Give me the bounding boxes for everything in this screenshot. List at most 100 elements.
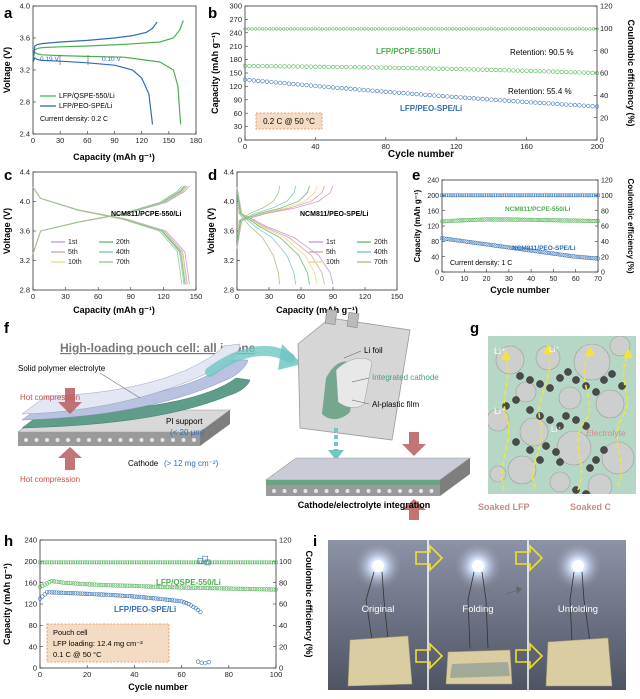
capacity-marker-qspe xyxy=(172,585,177,590)
lfp-particle xyxy=(489,465,507,483)
capacity-marker-pcpe xyxy=(498,68,503,73)
ce-marker xyxy=(462,193,467,198)
ion-arrow-icon-1 xyxy=(501,350,511,360)
leader-li-foil xyxy=(343,350,362,359)
capacity-marker-peo xyxy=(586,103,591,109)
panel-a-legend-1: LFP/QSPE-550/Li xyxy=(59,93,115,100)
cathode-particle xyxy=(160,438,165,442)
cathode-particle xyxy=(192,438,196,442)
xtick-label: 30 xyxy=(505,276,513,283)
ce-marker-pcpe xyxy=(426,27,430,31)
ce-marker xyxy=(491,193,496,198)
capacity-marker-qspe xyxy=(73,581,78,586)
capacity-marker-pcpe xyxy=(401,65,406,71)
capacity-marker-pcpe xyxy=(555,218,560,223)
ce-marker-pcpe xyxy=(444,27,448,31)
capacity-marker-qspe xyxy=(205,585,210,591)
ce-marker-pcpe xyxy=(591,27,596,31)
capacity-marker-qspe xyxy=(252,587,257,592)
ce-marker-pcpe xyxy=(496,27,501,31)
ce-marker xyxy=(186,560,191,565)
panel-c-frame xyxy=(32,171,197,291)
legend-label-20th: 20th xyxy=(116,239,130,246)
panel-b-series-2: LFP/PEO-SPE/Li xyxy=(400,104,462,113)
ce-marker xyxy=(73,560,78,565)
ce-marker xyxy=(484,193,489,198)
ce-marker xyxy=(172,560,177,565)
ytick-label: 2.8 xyxy=(20,98,30,107)
ce-marker-pcpe xyxy=(268,27,272,31)
ce-marker-pcpe xyxy=(475,27,479,31)
capacity-marker-peo xyxy=(111,593,116,598)
panel-a-label: a xyxy=(4,5,13,22)
charge-curve-10th xyxy=(32,185,187,255)
capacity-marker-peo xyxy=(174,598,179,603)
capacity-marker-qspe xyxy=(273,587,279,592)
ce-marker xyxy=(61,560,66,565)
ce-marker-pcpe xyxy=(514,27,518,31)
panel-h-box-line-2: LFP loading: 12.4 mg cm⁻² xyxy=(53,639,143,648)
ce-marker-pcpe xyxy=(349,27,353,31)
ce-marker-pcpe xyxy=(507,27,511,31)
ce-marker-pcpe xyxy=(341,27,346,31)
ion-path-4 xyxy=(616,353,629,487)
capacity-marker-pcpe xyxy=(396,65,402,70)
capacity-marker-pcpe xyxy=(366,65,371,70)
capacity-marker-peo xyxy=(66,590,71,596)
ce-outlier-marker xyxy=(204,559,211,566)
capacity-marker-pcpe xyxy=(578,218,583,223)
carbon-particle xyxy=(572,486,580,494)
ce-marker-pcpe xyxy=(577,27,581,31)
capacity-marker-pcpe xyxy=(513,217,518,222)
capacity-marker-peo xyxy=(495,243,500,249)
ce-marker xyxy=(553,193,558,198)
ce-marker xyxy=(565,193,569,198)
xtick-label: 200 xyxy=(591,142,604,151)
ce-marker xyxy=(97,560,101,565)
capacity-marker-peo xyxy=(558,252,563,257)
capacity-marker-pcpe xyxy=(568,70,573,75)
panel-b-xlabel: Cycle number xyxy=(388,149,454,160)
capacity-marker-pcpe xyxy=(533,68,538,74)
leader-al-plastic-film xyxy=(351,399,370,405)
capacity-marker-peo xyxy=(582,255,587,260)
ce-marker xyxy=(513,193,518,198)
cathode-particle xyxy=(171,438,175,442)
capacity-marker-peo xyxy=(480,96,485,102)
panel-d-yticks: 2.8 3.2 3.6 4.0 4.4 xyxy=(224,168,240,295)
capacity-marker-pcpe xyxy=(247,63,252,68)
pouch-unfolding xyxy=(545,637,613,687)
legend-label-70th: 70th xyxy=(374,259,388,266)
led-1 xyxy=(372,560,384,572)
capacity-marker-pcpe xyxy=(564,218,569,223)
y2tick-label: 0 xyxy=(601,270,605,277)
capacity-marker-pcpe xyxy=(573,218,578,223)
ce-marker-pcpe xyxy=(489,27,493,31)
capacity-marker-peo xyxy=(251,78,256,83)
arrow-up-icon xyxy=(58,447,82,470)
ce-marker xyxy=(549,193,553,198)
capacity-marker-pcpe xyxy=(564,69,569,75)
ce-marker xyxy=(104,560,108,565)
capacity-marker-qspe xyxy=(139,584,144,589)
capacity-marker-peo xyxy=(132,594,137,599)
capacity-marker-peo xyxy=(555,101,560,107)
ce-marker-pcpe xyxy=(398,27,402,31)
ce-marker-pcpe xyxy=(493,27,497,31)
capacity-marker-qspe xyxy=(56,579,61,585)
capacity-marker-peo xyxy=(129,594,135,599)
capacity-marker-qspe xyxy=(92,582,97,587)
ce-marker xyxy=(219,560,224,565)
capacity-marker-peo xyxy=(247,78,252,83)
capacity-marker-qspe xyxy=(158,584,163,590)
ce-marker xyxy=(106,560,111,565)
capacity-marker-peo xyxy=(141,595,146,600)
capacity-marker-peo xyxy=(445,94,450,99)
carbon-particle xyxy=(536,380,544,388)
ce-marker-pcpe xyxy=(271,27,275,31)
ytick-label: 120 xyxy=(427,224,439,231)
voltage-curve-3 xyxy=(32,21,158,63)
photo-label-original: Original xyxy=(362,604,395,615)
ce-marker-pcpe xyxy=(486,27,490,31)
ce-marker xyxy=(455,193,460,198)
